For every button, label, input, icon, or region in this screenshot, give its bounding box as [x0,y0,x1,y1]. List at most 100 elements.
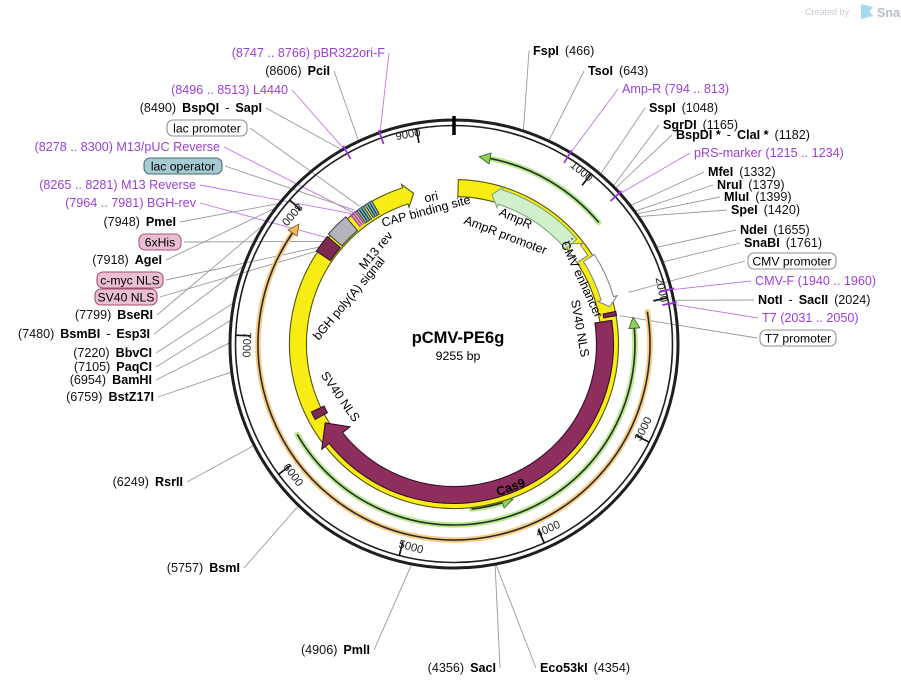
mlui-label: MluI (1399) [724,190,792,204]
orf-reverse-long-core [296,328,636,526]
site-label-paqci[interactable]: (7105) PaqCI [74,360,152,374]
ampr-tail-dots-icon [567,240,570,243]
watermark-prefix: Created by [805,7,850,17]
c-myc-nls-box[interactable] [96,271,164,289]
inner-label-ori[interactable]: ori [423,189,439,206]
site-label-tsoi[interactable]: TsoI (643) [588,64,648,78]
leader-m13-puc-reverse [223,146,354,213]
site-label-eco53ki[interactable]: Eco53kI (4354) [540,661,630,675]
site-label-pmli[interactable]: (4906) PmlI [301,643,370,657]
feature-ampr-promoter[interactable] [566,242,589,264]
noti-sacii-part-2: SacII [799,293,828,307]
orf-ampr-region-arrowhead-icon [478,152,492,165]
pcii-label: (8606) PciI [265,64,330,78]
site-label-bbvci[interactable]: (7220) BbvCI [73,346,152,360]
feature-ampr[interactable] [491,185,578,250]
feature-primer-stripes[interactable] [353,210,365,225]
site-label-bamhi[interactable]: (6954) BamHI [70,373,152,387]
tsoi-part-0: TsoI [588,64,613,78]
t7-promoter-box[interactable] [759,329,837,347]
scale-tick-label-5000: 5000 [397,538,424,556]
feature-sv40-nls-2[interactable] [310,405,329,421]
leader-bsmi [243,504,300,569]
feature-nls-6xhis-cluster[interactable] [315,235,342,262]
fspi-part-1: (466) [565,44,594,58]
lac-promoter-box[interactable] [166,119,248,137]
rsrii-label: (6249) RsrII [113,475,183,489]
scale-tick-label-9000: 9000 [395,127,422,143]
site-label-lac-promoter[interactable]: lac promoter [166,119,248,137]
site-label-bsmi[interactable]: (5757) BsmI [167,561,240,575]
site-label-t7-promoter[interactable]: T7 promoter [759,329,837,347]
site-label-bspdi-clai[interactable]: BspDI * - ClaI * (1182) [676,128,810,142]
bspqi-sapi-part-3: SapI [235,101,262,115]
eco53ki-label: Eco53kI (4354) [540,661,630,675]
mlui-part-0: MluI [724,190,749,204]
site-label-sspi[interactable]: SspI (1048) [649,101,718,115]
orf-fusion-forward-core [257,232,651,541]
sv40-nls-box-box[interactable] [94,288,158,306]
site-label-m13-puc-reverse[interactable]: (8278 .. 8300) M13/pUC Reverse [35,140,221,154]
6xhis-box[interactable] [138,233,182,251]
orf-arc-orf-fusion-forward[interactable] [255,223,653,543]
site-label-saci[interactable]: (4356) SacI [428,661,496,675]
orf-arc-orf-reverse-long[interactable] [294,316,641,528]
site-label-t7[interactable]: T7 (2031 .. 2050) [762,311,859,325]
site-label-6xhis[interactable]: 6xHis [138,233,182,251]
site-label-rsrii[interactable]: (6249) RsrII [113,475,183,489]
site-label-fspi[interactable]: FspI (466) [533,44,594,58]
site-label-sv40-nls-box[interactable]: SV40 NLS [94,288,158,306]
feature-cmv-enhancer-promoter[interactable] [582,253,619,308]
leader-snabi [661,242,741,263]
site-label-bspqi-sapi[interactable]: (8490) BspQI - SapI [140,101,262,115]
nrui-part-0: NruI [717,178,742,192]
plasmid-size: 9255 bp [436,349,481,363]
saci-label: (4356) SacI [428,661,496,675]
feature-primer-stripes[interactable] [349,213,362,228]
site-label-bstz17i[interactable]: (6759) BstZ17I [66,390,154,404]
sgrdi-label: SgrDI (1165) [663,118,738,132]
leader-mlui [635,196,721,215]
bbvci-part-0: (7220) [73,346,109,360]
scale-tick-label-2000: 2000 [653,276,670,303]
lac-operator-box[interactable] [143,157,223,175]
cmv-promoter-box[interactable] [747,252,837,270]
site-label-cmv-promoter[interactable]: CMV promoter [747,252,837,270]
feature-primer-stripes[interactable] [351,212,363,226]
site-label-pbr322ori-f[interactable]: (8747 .. 8766) pBR322ori-F [232,46,386,60]
lac-operator-label: lac operator [151,159,215,173]
bspqi-sapi-part-2: - [225,101,229,115]
bsmbi-esp3i-part-2: - [106,327,110,341]
site-label-mlui[interactable]: MluI (1399) [724,190,792,204]
site-label-agei[interactable]: (7918) AgeI [92,253,162,267]
leader-sspi [599,107,646,176]
site-label-sgrdi[interactable]: SgrDI (1165) [663,118,738,132]
site-label-amp-r[interactable]: Amp-R (794 .. 813) [622,82,729,96]
site-label-prs-marker[interactable]: pRS-marker (1215 .. 1234) [694,146,844,160]
site-label-l4440[interactable]: (8496 .. 8513) L4440 [171,83,288,97]
site-label-nrui[interactable]: NruI (1379) [717,178,785,192]
site-label-spei[interactable]: SpeI (1420) [731,203,800,217]
amp-r-label: Amp-R (794 .. 813) [622,82,729,96]
site-label-bgh-rev[interactable]: (7964 .. 7981) BGH-rev [65,196,197,210]
scale-tick-1000 [581,173,593,186]
feature-cas9[interactable] [321,319,615,505]
feature-bgh-polya-signal[interactable] [327,216,359,247]
leader-bspdi-clai [614,134,673,190]
site-label-pcii[interactable]: (8606) PciI [265,64,330,78]
site-label-snabi[interactable]: SnaBI (1761) [744,236,822,250]
site-label-mfei[interactable]: MfeI (1332) [708,165,776,179]
site-label-c-myc-nls[interactable]: c-myc NLS [96,271,164,289]
bbvci-part-1: BbvCI [116,346,152,360]
orf-arc-orf-ampr-region[interactable] [478,152,602,226]
site-label-m13-reverse[interactable]: (8265 .. 8281) M13 Reverse [39,178,196,192]
leader-mfei [629,171,705,207]
site-label-lac-operator[interactable]: lac operator [143,157,223,175]
feature-sv40-nls-1[interactable] [602,310,618,319]
site-label-pmei[interactable]: (7948) PmeI [103,215,176,229]
site-label-bseri[interactable]: (7799) BseRI [75,308,153,322]
site-label-ndei[interactable]: NdeI (1655) [740,223,810,237]
site-label-noti-sacii[interactable]: NotI - SacII (2024) [758,293,871,307]
site-label-bsmbi-esp3i[interactable]: (7480) BsmBI - Esp3I [18,327,150,341]
site-label-cmv-f[interactable]: CMV-F (1940 .. 1960) [755,274,876,288]
